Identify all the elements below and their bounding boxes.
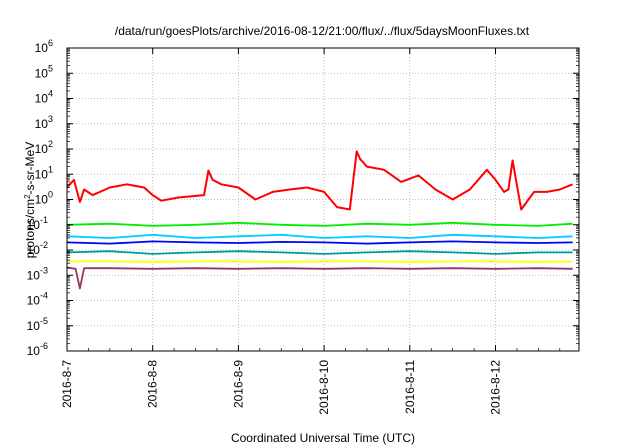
y-tick-label: 101 — [35, 164, 53, 181]
x-tick-label: 2016-8-7 — [60, 360, 74, 408]
y-tick-label-base: 10 — [27, 319, 41, 333]
y-axis-label: protons/cm2-s-sr-MeV — [23, 142, 38, 258]
series-line-1 — [66, 150, 573, 211]
y-axis-label-sup: 2 — [23, 194, 32, 199]
y-tick-label-base: 10 — [27, 344, 41, 358]
series-line-7 — [66, 266, 573, 290]
x-axis: 2016-8-7 2016-8-8 2016-8-9 2016-8-10 2016-8-… — [60, 48, 561, 415]
y-tick-label: 100 — [35, 190, 53, 207]
y-tick-label-base: 10 — [27, 294, 41, 308]
y-tick-label-base: 10 — [27, 243, 41, 257]
y-tick-label: 10-2 — [27, 240, 48, 257]
series-line-4 — [66, 240, 573, 245]
y-tick-label: 104 — [35, 89, 53, 106]
series-line-5 — [66, 250, 573, 255]
x-tick-label: 2016-8-12 — [489, 360, 503, 415]
y-tick-label: 105 — [35, 63, 53, 80]
y-tick-label-base: 10 — [27, 218, 41, 232]
y-tick-label: 106 — [35, 38, 53, 55]
grid-lines — [67, 48, 579, 351]
series-line-2 — [66, 221, 573, 227]
y-tick-label-base: 10 — [35, 167, 49, 181]
y-tick-label-exp: 5 — [48, 63, 53, 73]
y-tick-label-base: 10 — [35, 142, 49, 156]
y-tick-label-base: 10 — [35, 66, 49, 80]
y-tick-label: 103 — [35, 114, 53, 131]
series-line-3 — [66, 233, 573, 239]
series-group — [66, 150, 573, 290]
y-tick-label-base: 10 — [35, 92, 49, 106]
y-axis: 10610510410310210110010-110-210-310-410-… — [27, 38, 579, 358]
y-tick-label: 10-4 — [27, 291, 48, 308]
y-tick-label-base: 10 — [35, 193, 49, 207]
y-tick-label: 10-6 — [27, 341, 48, 358]
y-axis-label-rest: -s-sr-MeV — [23, 142, 37, 195]
y-tick-label-exp: 6 — [48, 38, 53, 48]
y-tick-label: 10-3 — [27, 265, 48, 282]
y-tick-label-base: 10 — [35, 117, 49, 131]
y-tick-label-exp: -5 — [40, 316, 48, 326]
y-tick-label-exp: 0 — [48, 190, 53, 200]
y-tick-label: 10-5 — [27, 316, 48, 333]
x-tick-label: 2016-8-9 — [231, 360, 245, 408]
y-tick-label-base: 10 — [35, 41, 49, 55]
y-tick-label-exp: 4 — [48, 89, 53, 99]
y-tick-label-exp: 3 — [48, 114, 53, 124]
y-tick-label-exp: -6 — [40, 341, 48, 351]
chart-title: /data/run/goesPlots/archive/2016-08-12/2… — [115, 24, 530, 38]
y-tick-label: 102 — [35, 139, 53, 156]
y-tick-label-exp: 1 — [48, 164, 53, 174]
y-axis-label-base: protons/cm — [23, 199, 37, 258]
y-tick-label-exp: -1 — [40, 215, 48, 225]
x-tick-label: 2016-8-8 — [146, 360, 160, 408]
y-tick-label-exp: -2 — [40, 240, 48, 250]
x-tick-label: 2016-8-11 — [403, 360, 417, 414]
x-tick-label: 2016-8-10 — [317, 360, 331, 415]
y-tick-label-exp: 2 — [48, 139, 53, 149]
y-tick-label-exp: -4 — [40, 291, 48, 301]
y-tick-label-exp: -3 — [40, 265, 48, 275]
x-axis-label: Coordinated Universal Time (UTC) — [231, 431, 415, 445]
y-tick-label: 10-1 — [27, 215, 48, 232]
y-tick-label-base: 10 — [27, 268, 41, 282]
